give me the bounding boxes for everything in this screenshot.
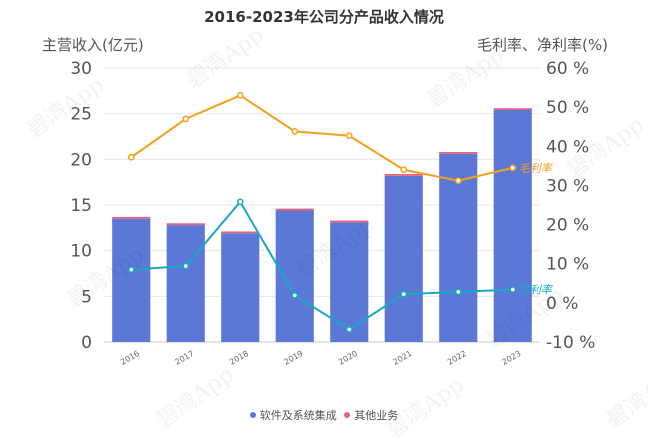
legend-label-software: 软件及系统集成 bbox=[259, 409, 337, 422]
left-tick-label: 0 bbox=[81, 333, 92, 353]
bar-software-2017 bbox=[166, 225, 205, 342]
bar-other-2018 bbox=[221, 231, 260, 234]
net-margin-point-2021 bbox=[400, 290, 408, 298]
gross-margin-point-2020 bbox=[345, 132, 353, 140]
right-tick-label: 60 % bbox=[546, 59, 589, 79]
bar-other-2022 bbox=[439, 152, 478, 154]
x-tick-label: 2016 bbox=[119, 349, 141, 367]
bar-other-2021 bbox=[384, 173, 423, 176]
gross-margin-point-2021 bbox=[400, 166, 408, 174]
left-tick-label: 5 bbox=[81, 287, 92, 307]
right-tick-label: 0 % bbox=[546, 294, 578, 314]
x-tick-label: 2020 bbox=[337, 349, 359, 367]
left-tick-label: 30 bbox=[70, 59, 92, 79]
bar-other-2019 bbox=[275, 208, 314, 211]
right-tick-label: 40 % bbox=[546, 137, 589, 157]
left-tick-label: 20 bbox=[70, 150, 92, 170]
legend-swatch-other bbox=[344, 412, 351, 418]
gross-margin-label: 毛利率 bbox=[519, 162, 554, 175]
gross-margin-point-2022 bbox=[454, 177, 462, 185]
right-tick-label: -10 % bbox=[546, 333, 595, 353]
right-tick-label: 50 % bbox=[546, 98, 589, 118]
legend: 软件及系统集成 其他业务 bbox=[0, 407, 648, 423]
gross-margin-point-2018 bbox=[236, 92, 244, 99]
legend-swatch-software bbox=[249, 412, 256, 418]
bar-software-2018 bbox=[221, 233, 260, 342]
net-margin-point-2020 bbox=[345, 326, 353, 333]
net-margin-label: 净利率 bbox=[519, 284, 554, 297]
legend-item-other[interactable]: 其他业务 bbox=[344, 407, 398, 423]
left-axis-label: 主营收入(亿元) bbox=[42, 36, 144, 54]
net-margin-point-2017 bbox=[182, 262, 190, 270]
bar-other-2023 bbox=[493, 108, 532, 111]
legend-label-other: 其他业务 bbox=[354, 409, 399, 422]
net-margin-point-2022 bbox=[454, 288, 462, 296]
left-tick-label: 25 bbox=[70, 105, 92, 125]
bar-software-2019 bbox=[275, 210, 314, 342]
x-tick-label: 2021 bbox=[391, 349, 413, 367]
x-tick-label: 2019 bbox=[282, 349, 304, 367]
net-margin-line bbox=[131, 200, 513, 331]
right-axis-label: 毛利率、净利率(%) bbox=[477, 36, 608, 54]
x-tick-label: 2023 bbox=[500, 349, 522, 367]
gross-margin-point-2016 bbox=[127, 153, 135, 161]
bar-software-2020 bbox=[330, 222, 369, 342]
bar-software-2021 bbox=[384, 175, 423, 342]
net-margin-point-2016 bbox=[127, 266, 135, 273]
left-tick-label: 10 bbox=[70, 242, 92, 262]
bar-software-2016 bbox=[112, 218, 151, 342]
chart-title: 2016-2023年公司分产品收入情况 bbox=[204, 8, 444, 26]
x-tick-label: 2022 bbox=[446, 349, 468, 367]
bar-software-2022 bbox=[439, 153, 478, 342]
bar-software-2023 bbox=[493, 110, 532, 342]
left-tick-label: 15 bbox=[70, 196, 92, 216]
net-margin-point-2019 bbox=[291, 292, 299, 299]
right-tick-label: 10 % bbox=[546, 255, 589, 275]
bar-other-2020 bbox=[330, 220, 369, 223]
gross-margin-point-2019 bbox=[291, 128, 299, 135]
right-tick-label: 30 % bbox=[546, 176, 589, 196]
x-tick-label: 2018 bbox=[228, 349, 250, 367]
bar-other-2017 bbox=[166, 223, 205, 226]
legend-item-software[interactable]: 软件及系统集成 bbox=[249, 407, 337, 423]
net-margin-point-2023 bbox=[509, 286, 517, 293]
gross-margin-point-2017 bbox=[182, 115, 190, 123]
gross-margin-line bbox=[130, 94, 513, 182]
right-tick-label: 20 % bbox=[546, 216, 589, 236]
bar-other-2016 bbox=[112, 216, 151, 219]
chart-canvas: 0 5 10 15 20 25 30 -10 % 0 % 10 % 20 % 30 % 40 % 50 %… bbox=[70, 59, 595, 367]
x-tick-label: 2017 bbox=[173, 349, 195, 367]
gross-margin-point-2023 bbox=[509, 164, 517, 172]
net-margin-point-2018 bbox=[236, 198, 244, 206]
